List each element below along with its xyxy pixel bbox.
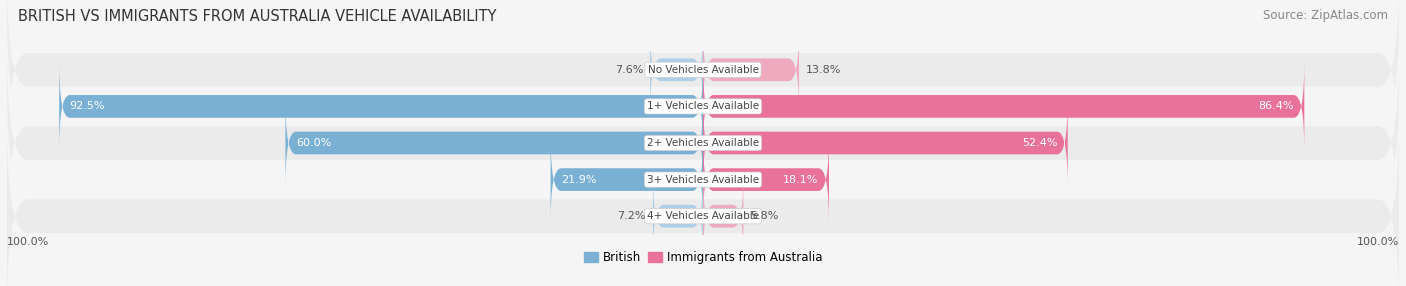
Text: 1+ Vehicles Available: 1+ Vehicles Available	[647, 102, 759, 111]
FancyBboxPatch shape	[703, 26, 799, 113]
FancyBboxPatch shape	[652, 173, 703, 260]
FancyBboxPatch shape	[59, 63, 703, 150]
Text: Source: ZipAtlas.com: Source: ZipAtlas.com	[1263, 9, 1388, 21]
FancyBboxPatch shape	[7, 123, 1399, 286]
Text: 4+ Vehicles Available: 4+ Vehicles Available	[647, 211, 759, 221]
Text: 52.4%: 52.4%	[1022, 138, 1057, 148]
Text: No Vehicles Available: No Vehicles Available	[648, 65, 758, 75]
Text: 2+ Vehicles Available: 2+ Vehicles Available	[647, 138, 759, 148]
Text: BRITISH VS IMMIGRANTS FROM AUSTRALIA VEHICLE AVAILABILITY: BRITISH VS IMMIGRANTS FROM AUSTRALIA VEH…	[18, 9, 496, 23]
Text: 100.0%: 100.0%	[1357, 237, 1399, 247]
FancyBboxPatch shape	[703, 100, 1067, 186]
FancyBboxPatch shape	[7, 87, 1399, 273]
Text: 13.8%: 13.8%	[806, 65, 841, 75]
FancyBboxPatch shape	[7, 50, 1399, 236]
FancyBboxPatch shape	[7, 13, 1399, 199]
FancyBboxPatch shape	[551, 136, 703, 223]
FancyBboxPatch shape	[703, 63, 1305, 150]
FancyBboxPatch shape	[703, 173, 744, 260]
Text: 3+ Vehicles Available: 3+ Vehicles Available	[647, 175, 759, 184]
Text: 92.5%: 92.5%	[70, 102, 105, 111]
Text: 7.2%: 7.2%	[617, 211, 645, 221]
Text: 7.6%: 7.6%	[614, 65, 643, 75]
FancyBboxPatch shape	[285, 100, 703, 186]
FancyBboxPatch shape	[703, 136, 830, 223]
Text: 100.0%: 100.0%	[7, 237, 49, 247]
Text: 5.8%: 5.8%	[751, 211, 779, 221]
Text: 21.9%: 21.9%	[561, 175, 596, 184]
Text: 86.4%: 86.4%	[1258, 102, 1294, 111]
Text: 18.1%: 18.1%	[783, 175, 818, 184]
Legend: British, Immigrants from Australia: British, Immigrants from Australia	[579, 247, 827, 269]
FancyBboxPatch shape	[7, 0, 1399, 163]
Text: 60.0%: 60.0%	[295, 138, 330, 148]
FancyBboxPatch shape	[650, 26, 703, 113]
